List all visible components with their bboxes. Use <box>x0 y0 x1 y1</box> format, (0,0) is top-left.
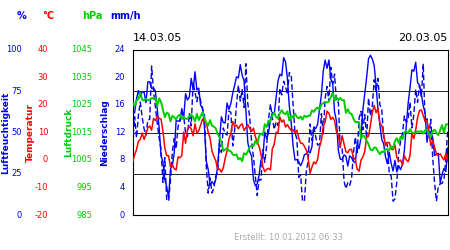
Text: 4: 4 <box>120 183 125 192</box>
Text: 20.03.05: 20.03.05 <box>398 34 448 43</box>
Text: 24: 24 <box>115 46 125 54</box>
Text: 0: 0 <box>43 156 48 164</box>
Text: 1035: 1035 <box>71 73 92 82</box>
Text: mm/h: mm/h <box>110 11 140 21</box>
Text: 1005: 1005 <box>71 156 92 164</box>
Text: 30: 30 <box>37 73 48 82</box>
Text: Temperatur: Temperatur <box>26 103 35 162</box>
Text: 40: 40 <box>38 46 48 54</box>
Text: 25: 25 <box>11 169 22 178</box>
Text: Niederschlag: Niederschlag <box>100 99 109 166</box>
Text: 1015: 1015 <box>71 128 92 137</box>
Text: 0: 0 <box>120 210 125 220</box>
Text: %: % <box>17 11 27 21</box>
Text: 0: 0 <box>16 210 22 220</box>
Text: -20: -20 <box>35 210 48 220</box>
Text: 16: 16 <box>114 100 125 110</box>
Text: 12: 12 <box>115 128 125 137</box>
Text: 14.03.05: 14.03.05 <box>133 34 182 43</box>
Text: 8: 8 <box>120 156 125 164</box>
Text: -10: -10 <box>35 183 48 192</box>
Text: hPa: hPa <box>82 11 103 21</box>
Text: Erstellt: 10.01.2012 06:33: Erstellt: 10.01.2012 06:33 <box>234 234 342 242</box>
Text: 1045: 1045 <box>71 46 92 54</box>
Text: 20: 20 <box>38 100 48 110</box>
Text: 10: 10 <box>38 128 48 137</box>
Text: °C: °C <box>42 11 54 21</box>
Text: Luftdruck: Luftdruck <box>64 108 73 157</box>
Text: 50: 50 <box>11 128 22 137</box>
Text: 20: 20 <box>115 73 125 82</box>
Text: 1025: 1025 <box>71 100 92 110</box>
Text: 985: 985 <box>76 210 92 220</box>
Text: 75: 75 <box>11 87 22 96</box>
Text: Luftfeuchtigkeit: Luftfeuchtigkeit <box>1 91 10 174</box>
Text: 995: 995 <box>76 183 92 192</box>
Text: 100: 100 <box>6 46 22 54</box>
